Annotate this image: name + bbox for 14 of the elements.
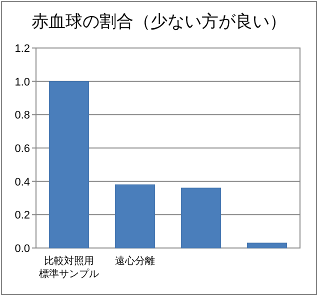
y-tick-label: 1.2 [14, 43, 30, 55]
y-tick-label: 0.2 [14, 210, 30, 222]
bar [246, 242, 288, 248]
y-tick-label: 1.0 [14, 76, 30, 88]
x-tick-label: 遠心分離 [115, 255, 155, 267]
x-tick-label: 比較対照用標準サンプル [39, 255, 99, 280]
bar [180, 188, 222, 248]
y-tick-label: 0.0 [14, 243, 30, 255]
bar [48, 81, 90, 248]
chart-title: 赤血球の割合（少ない方が良い） [32, 12, 286, 31]
y-tick-label: 0.8 [14, 110, 30, 122]
y-tick-label: 0.6 [14, 143, 30, 155]
y-tick-label: 0.4 [14, 176, 30, 188]
bar [114, 184, 156, 248]
